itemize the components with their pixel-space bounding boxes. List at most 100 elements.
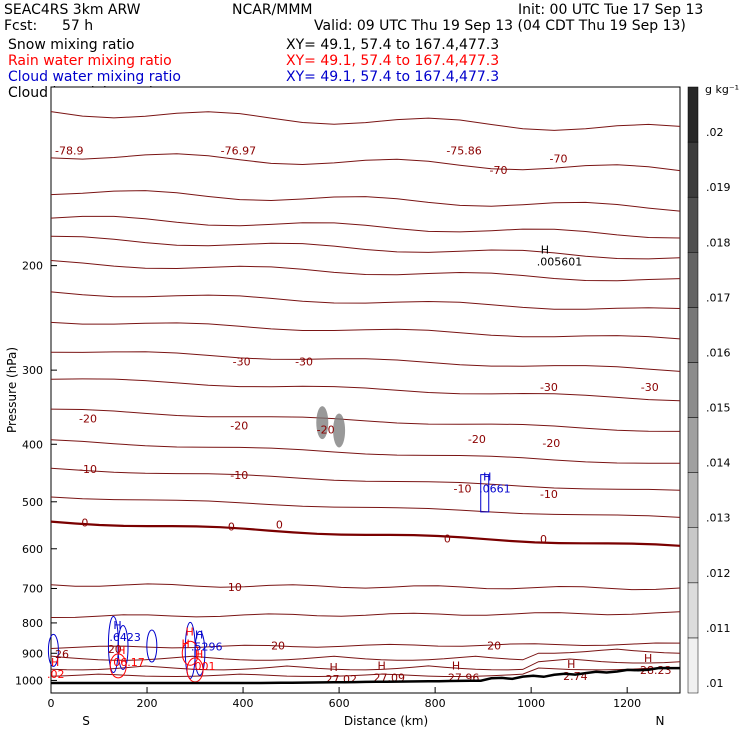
- temperature-contours: [50, 111, 681, 678]
- valid-time: Valid: 09 UTC Thu 19 Sep 13 (04 CDT Thu …: [314, 18, 686, 34]
- x-end-label: N: [656, 714, 665, 728]
- isotherm-line: [50, 321, 681, 340]
- x-tick-label: 1000: [517, 697, 545, 710]
- org-name: NCAR/MMM: [232, 2, 313, 18]
- isotherm-label: 20: [271, 639, 285, 652]
- axis-ticks: 0 200 400 600 800 1000 12002003004005006007008…: [15, 260, 641, 710]
- isotherm-label: -20: [468, 433, 486, 446]
- colorbar-label: .016: [706, 346, 731, 359]
- high-marker: H: [541, 244, 549, 257]
- isotherm-line: [50, 235, 681, 260]
- colorbar-label: .013: [706, 512, 731, 525]
- colorbar: g kg⁻¹ .01 .011 .012 .013 .014 .015 .016 .017 .01…: [687, 83, 739, 694]
- colorbar-swatch: [687, 417, 699, 473]
- colorbar-swatch: [687, 307, 699, 363]
- y-tick-label: 900: [22, 647, 43, 660]
- isotherm-label: -30: [295, 355, 313, 368]
- cloud-water-contour: [117, 624, 129, 670]
- isotherm-line: [50, 666, 681, 678]
- isotherm-label: -70: [490, 164, 508, 177]
- init-time: Init: 00 UTC Tue 17 Sep 13: [518, 2, 703, 18]
- cloud-water-contour: [47, 633, 59, 667]
- high-value: .005601: [537, 256, 583, 269]
- high-value: 2.74: [563, 670, 588, 683]
- legend-xy: XY= 49.1, 57.4 to 167.4,477.3: [286, 37, 499, 53]
- high-marker: H: [483, 470, 491, 483]
- y-axis-label: Pressure (hPa): [5, 347, 19, 433]
- colorbar-label: .015: [706, 402, 731, 415]
- x-tick-label: 1200: [613, 697, 641, 710]
- high-value: H: [181, 637, 189, 650]
- isotherm-line: [50, 611, 681, 618]
- plot-frame: [50, 86, 681, 694]
- y-tick-label: 400: [22, 438, 43, 451]
- y-tick-label: 1000: [15, 674, 43, 687]
- isotherm-line: [50, 111, 681, 131]
- fcst-label: Fcst:: [4, 18, 37, 34]
- high-marker: H: [51, 656, 59, 669]
- isotherm-label: -10: [454, 483, 472, 496]
- isotherm-line: [50, 291, 681, 310]
- colorbar-swatch: [687, 527, 699, 584]
- contour-labels: -78.9 -76.97 -75.86 -70 -70 -30 -30 -30 -30 -20 -2…: [55, 145, 659, 662]
- isotherm-line: [50, 642, 681, 649]
- isotherm-label: -20: [317, 424, 335, 437]
- colorbar-swatch: [687, 196, 699, 253]
- snow-patch: [316, 406, 329, 440]
- colorbar-swatch: [687, 252, 699, 308]
- high-marker: H: [378, 660, 386, 673]
- colorbar-label: .01: [706, 677, 724, 690]
- high-marker: H: [452, 660, 460, 673]
- colorbar-label: .02: [706, 126, 724, 139]
- high-marker: H: [185, 625, 193, 638]
- isotherm-label: 0: [540, 533, 547, 546]
- x-tick-label: 400: [233, 697, 254, 710]
- colorbar-label: .019: [706, 181, 731, 194]
- isotherm-line: [50, 351, 681, 372]
- high-marker: H: [644, 652, 652, 665]
- colorbar-label: .017: [706, 291, 731, 304]
- colorbar-label: .014: [706, 457, 731, 470]
- freezing-level-line: [50, 520, 681, 547]
- isotherm-line: [50, 496, 681, 518]
- isotherm-label: 10: [228, 581, 242, 594]
- isotherm-line: [50, 190, 681, 212]
- isotherm-label: 0: [276, 518, 283, 531]
- colorbar-label: .018: [706, 236, 731, 249]
- isotherm-label: 20: [108, 643, 122, 656]
- high-marker: H: [195, 648, 203, 661]
- isotherm-label: -30: [233, 355, 251, 368]
- legend-entry: Cloud water mixing ratio: [8, 69, 181, 85]
- isotherm-label: -10: [540, 488, 558, 501]
- isotherm-line: [50, 583, 681, 591]
- fcst-value: 57 h: [62, 18, 93, 34]
- colorbar-swatch: [687, 141, 699, 198]
- y-tick-label: 300: [22, 364, 43, 377]
- isotherm-line: [50, 648, 681, 661]
- colorbar-label: .011: [706, 622, 731, 635]
- high-value: .02: [47, 668, 65, 681]
- high-marker: H: [113, 619, 121, 632]
- colorbar-swatch: [687, 472, 699, 528]
- high-value: .6423: [109, 631, 141, 644]
- isotherm-label: -20: [79, 413, 97, 426]
- high-value: 06.17: [113, 656, 145, 669]
- isotherm-line: [50, 467, 681, 491]
- snow-patch: [333, 413, 346, 448]
- snow-shading: [316, 406, 346, 448]
- cloud-water-contour: [480, 474, 490, 513]
- high-value: .5296: [191, 640, 223, 653]
- isotherm-label: -30: [641, 381, 659, 394]
- rain-water-contour: [109, 653, 127, 679]
- isotherm-label: 0: [228, 520, 235, 533]
- isotherm-label: 26: [55, 648, 69, 661]
- colorbar-swatch: [687, 86, 699, 143]
- colorbar-unit: g kg⁻¹: [705, 83, 739, 96]
- isotherm-label: 0: [444, 533, 451, 546]
- x-start-label: S: [82, 714, 90, 728]
- isotherm-line: [50, 378, 681, 402]
- colorbar-swatch: [687, 637, 699, 694]
- isotherm-label: -20: [542, 437, 560, 450]
- isotherm-label: -70: [550, 153, 568, 166]
